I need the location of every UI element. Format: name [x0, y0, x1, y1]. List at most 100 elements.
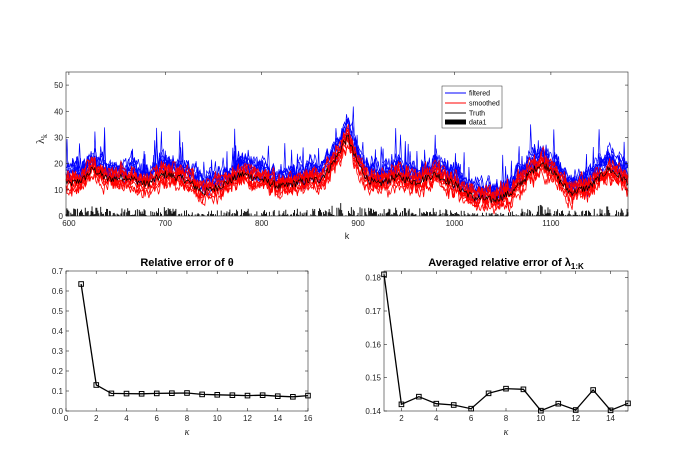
- bl-y-tick-label: 0.3: [52, 347, 64, 356]
- top-series: [65, 106, 629, 216]
- bl-point: [244, 392, 251, 399]
- br-y-tick-label: 0.15: [365, 374, 381, 383]
- bl-x-tick-label: 4: [124, 414, 129, 423]
- br-point: [433, 400, 440, 407]
- bl-x-tick-label: 2: [94, 414, 99, 423]
- smoothed-trace: [65, 128, 629, 199]
- br-x-tick-label: 2: [399, 414, 404, 423]
- lambda-error-panel: 2 4 6 8 10 12 14 0.14 0.15 0.16 0.17 0.18 Averaged …: [365, 257, 631, 438]
- br-point: [416, 393, 422, 400]
- bl-point: [169, 390, 175, 396]
- lambda-ticks: 2 4 6 8 10 12 14 0.14 0.15 0.16 0.17 0.18: [365, 271, 628, 423]
- legend-label-smoothed: smoothed: [469, 101, 500, 108]
- filtered-trace: [65, 118, 629, 201]
- top-y-tick-label: 10: [54, 186, 63, 195]
- bl-point: [290, 394, 296, 400]
- legend-swatch-data1: [445, 119, 466, 125]
- br-x-tick-label: 8: [504, 414, 509, 423]
- bl-x-tick-label: 8: [185, 414, 190, 423]
- bl-point: [184, 390, 190, 396]
- bl-y-tick-label: 0.4: [52, 327, 64, 336]
- bl-x-tick-label: 16: [304, 414, 313, 423]
- br-point: [520, 386, 527, 393]
- br-point: [381, 271, 387, 278]
- top-y-tick-label: 40: [54, 107, 63, 116]
- br-point: [555, 400, 562, 407]
- lambda-chart-title: Averaged relative error of λ1:K: [428, 257, 584, 271]
- lambda-series: [381, 271, 631, 414]
- bl-y-tick-label: 0.7: [52, 267, 64, 276]
- theta-error-panel: 0 2 4 6 8 10 12 14 16 0.0 0.1 0.2 0.3 0.4 0.5 0.6 0.7 Re…: [52, 257, 313, 438]
- theta-ticks: 0 2 4 6 8 10 12 14 16 0.0 0.1 0.2 0.3 0.4 0.5 0.6 0.7: [52, 267, 313, 423]
- lambda-chart-title-main: Averaged relative error of λ: [428, 257, 571, 269]
- br-series-line: [383, 274, 629, 412]
- br-y-tick-label: 0.18: [365, 274, 381, 283]
- top-x-axis-label: k: [345, 231, 350, 241]
- theta-axes-frame: [65, 270, 309, 412]
- bl-point: [199, 391, 205, 398]
- bl-point: [229, 392, 236, 398]
- lambda-x-axis-label: κ: [504, 427, 509, 438]
- bl-x-tick-label: 12: [243, 414, 252, 423]
- bl-x-tick-label: 6: [155, 414, 160, 423]
- bl-y-tick-label: 0.0: [52, 407, 64, 416]
- top-axes-frame: [65, 71, 629, 217]
- br-y-tick-label: 0.16: [365, 340, 381, 349]
- top-x-tick-label: 1100: [542, 219, 560, 228]
- br-x-tick-label: 6: [469, 414, 474, 423]
- bl-point: [214, 392, 221, 398]
- top-legend: filtered smoothed Truth data1: [441, 85, 503, 129]
- top-y-tick-label: 20: [54, 160, 63, 169]
- top-x-tick-label: 700: [159, 219, 173, 228]
- br-point: [468, 405, 474, 412]
- top-y-tick-label: 30: [54, 133, 63, 142]
- br-point: [572, 407, 579, 413]
- legend-label-filtered: filtered: [469, 91, 490, 98]
- bl-point: [274, 393, 281, 399]
- bl-point: [305, 392, 311, 399]
- br-x-tick-label: 10: [536, 414, 545, 423]
- theta-x-axis-label: κ: [185, 427, 190, 438]
- bl-y-tick-label: 0.6: [52, 287, 64, 296]
- bl-y-tick-label: 0.5: [52, 307, 64, 316]
- top-y-axis-label: λk: [33, 134, 49, 144]
- bl-point: [123, 390, 130, 397]
- legend-label-truth: Truth: [469, 111, 485, 118]
- bl-point: [259, 392, 266, 398]
- theta-series: [78, 281, 311, 400]
- bl-point: [138, 391, 145, 397]
- br-y-tick-label: 0.17: [365, 307, 381, 316]
- truth-line: [65, 134, 629, 204]
- legend-label-data1: data1: [469, 120, 487, 127]
- bl-x-tick-label: 10: [213, 414, 222, 423]
- br-point: [590, 387, 596, 393]
- top-y-tick-label: 0: [59, 212, 64, 221]
- top-x-tick-label: 900: [351, 219, 365, 228]
- br-point: [485, 390, 492, 397]
- top-y-axis-label-sub: k: [40, 134, 49, 138]
- bl-x-tick-label: 14: [273, 414, 282, 423]
- br-point: [607, 407, 614, 414]
- br-point: [398, 401, 405, 408]
- top-y-axis-label-main: λ: [33, 138, 47, 144]
- bl-y-tick-label: 0.2: [52, 367, 64, 376]
- bl-point: [153, 390, 160, 397]
- theta-chart-title: Relative error of θ: [140, 257, 233, 269]
- br-point: [450, 402, 457, 408]
- lambda-chart-title-sub: 1:K: [571, 262, 584, 271]
- br-x-tick-label: 4: [434, 414, 439, 423]
- bl-point: [78, 281, 84, 287]
- br-point: [625, 400, 631, 407]
- data1-bars: [65, 203, 629, 216]
- top-x-tick-label: 1000: [446, 219, 464, 228]
- top-ticks: 600 700 800 900 1000 1100 0 10 20 30 40 50: [54, 72, 628, 228]
- bl-series-line: [80, 283, 309, 398]
- bl-y-tick-label: 0.1: [52, 387, 64, 396]
- bl-x-tick-label: 0: [64, 414, 69, 423]
- br-point: [503, 385, 509, 392]
- br-x-tick-label: 14: [606, 414, 615, 423]
- br-point: [538, 407, 544, 414]
- br-y-tick-label: 0.14: [365, 407, 381, 416]
